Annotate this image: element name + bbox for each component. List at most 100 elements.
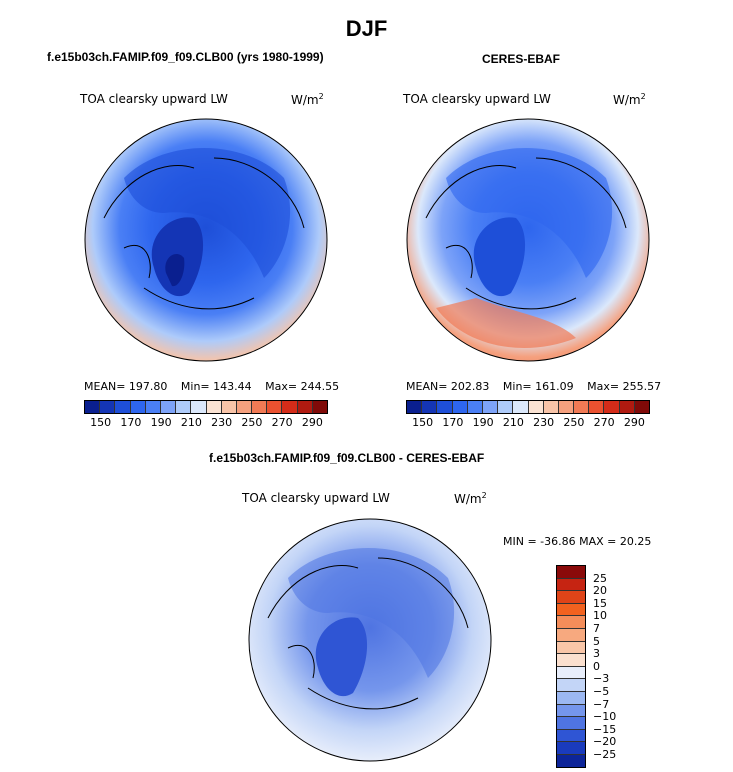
colorbar-swatch xyxy=(407,401,423,413)
colorbar-tick-label: 270 xyxy=(271,416,293,429)
diff-units-label: W/m2 xyxy=(454,491,487,506)
colorbar-swatch xyxy=(130,401,146,413)
colorbar-swatch xyxy=(543,401,559,413)
colorbar-tick-label: 3 xyxy=(593,647,600,661)
colorbar-tick-label: −15 xyxy=(593,722,617,736)
colorbar-swatch xyxy=(557,754,585,767)
colorbar-swatch xyxy=(557,591,585,604)
colorbar-tick-label: 170 xyxy=(442,416,464,429)
colorbar-swatch xyxy=(557,654,585,667)
colorbar-swatch xyxy=(557,666,585,680)
obs-mean: MEAN= 202.83 xyxy=(406,380,490,393)
colorbar-swatch xyxy=(482,401,499,413)
diff-polar-map xyxy=(248,518,492,762)
colorbar-tick-label: 15 xyxy=(593,596,607,610)
colorbar-tick-label: 290 xyxy=(301,416,323,429)
colorbar-swatch xyxy=(236,401,253,413)
colorbar-swatch xyxy=(221,401,237,413)
greenland-region xyxy=(473,217,526,297)
colorbar-swatch xyxy=(176,401,192,413)
colorbar-tick-label: −5 xyxy=(593,685,610,698)
colorbar-swatch xyxy=(528,401,544,413)
colorbar-tick-label: −25 xyxy=(593,748,617,761)
colorbar-swatch xyxy=(513,401,529,413)
colorbar-swatch xyxy=(604,401,620,413)
colorbar-swatch xyxy=(558,401,575,413)
north-atlantic-region xyxy=(436,298,576,348)
colorbar-swatch xyxy=(437,401,453,413)
colorbar-swatch xyxy=(267,401,283,413)
colorbar-swatch xyxy=(557,628,585,642)
model-max: Max= 244.55 xyxy=(265,380,340,393)
colorbar-tick-label: 7 xyxy=(593,622,600,635)
colorbar-tick-label: 150 xyxy=(90,416,112,429)
colorbar-swatch xyxy=(252,401,268,413)
colorbar-swatch xyxy=(422,401,438,413)
colorbar-swatch xyxy=(297,401,313,413)
diff-panel-title: f.e15b03ch.FAMIP.f09_f09.CLB00 - CERES-E… xyxy=(209,451,485,465)
colorbar-swatch xyxy=(282,401,298,413)
colorbar-tick-label: 150 xyxy=(412,416,434,429)
colorbar-swatch xyxy=(557,717,585,730)
colorbar-swatch xyxy=(452,401,468,413)
colorbar-tick-label: 250 xyxy=(563,416,585,429)
colorbar-tick-label: 290 xyxy=(623,416,645,429)
colorbar-swatch xyxy=(160,401,177,413)
colorbar-tick-label: 190 xyxy=(472,416,494,429)
colorbar-swatch xyxy=(312,401,327,413)
colorbar-swatch xyxy=(557,578,585,592)
model-polar-map xyxy=(84,118,328,362)
diff-colorbar xyxy=(556,565,586,768)
greenland-region xyxy=(315,617,368,697)
colorbar-swatch xyxy=(557,691,585,705)
arctic-region xyxy=(124,148,291,278)
colorbar-tick-label: −7 xyxy=(593,697,610,711)
colorbar-tick-label: 170 xyxy=(120,416,142,429)
obs-colorbar xyxy=(406,400,650,414)
colorbar-tick-label: −3 xyxy=(593,672,610,686)
obs-units-label: W/m2 xyxy=(613,92,646,107)
colorbar-tick-label: 5 xyxy=(593,634,600,648)
model-stats: MEAN= 197.80 Min= 143.44 Max= 244.55 xyxy=(84,380,339,393)
colorbar-swatch xyxy=(557,603,585,617)
colorbar-tick-label: 0 xyxy=(593,659,600,673)
colorbar-tick-label: 230 xyxy=(211,416,233,429)
colorbar-swatch xyxy=(574,401,590,413)
colorbar-tick-label: 250 xyxy=(241,416,263,429)
diff-field-label: TOA clearsky upward LW xyxy=(242,491,390,505)
colorbar-swatch xyxy=(557,616,585,629)
colorbar-swatch xyxy=(206,401,222,413)
colorbar-tick-label: 210 xyxy=(180,416,202,429)
colorbar-swatch xyxy=(589,401,605,413)
colorbar-tick-label: 230 xyxy=(533,416,555,429)
colorbar-swatch xyxy=(191,401,207,413)
colorbar-swatch xyxy=(557,729,585,743)
arctic-region xyxy=(446,148,613,278)
colorbar-swatch xyxy=(498,401,514,413)
colorbar-swatch xyxy=(619,401,635,413)
obs-min: Min= 161.09 xyxy=(502,380,574,393)
colorbar-tick-label: 190 xyxy=(150,416,172,429)
model-coastlines xyxy=(103,157,305,310)
diff-minmax: MIN = -36.86 MAX = 20.25 xyxy=(503,535,652,548)
arctic-region xyxy=(288,548,455,678)
model-colorbar xyxy=(84,400,328,414)
colorbar-swatch xyxy=(557,679,585,692)
obs-stats: MEAN= 202.83 Min= 161.09 Max= 255.57 xyxy=(406,380,661,393)
model-panel-title: f.e15b03ch.FAMIP.f09_f09.CLB00 (yrs 1980… xyxy=(47,50,324,64)
colorbar-tick-label: 210 xyxy=(502,416,524,429)
obs-coastlines xyxy=(425,157,627,310)
colorbar-swatch xyxy=(85,401,101,413)
colorbar-swatch xyxy=(100,401,116,413)
diff-coastlines xyxy=(267,557,469,710)
colorbar-tick-label: 270 xyxy=(593,416,615,429)
obs-polar-map xyxy=(406,118,650,362)
colorbar-swatch xyxy=(557,641,585,655)
colorbar-tick-label: 25 xyxy=(593,571,607,585)
colorbar-tick-label: −20 xyxy=(593,735,617,749)
colorbar-swatch xyxy=(634,401,649,413)
model-units-label: W/m2 xyxy=(291,92,324,107)
model-field-label: TOA clearsky upward LW xyxy=(80,92,228,106)
colorbar-swatch xyxy=(145,401,161,413)
colorbar-swatch xyxy=(557,742,585,755)
